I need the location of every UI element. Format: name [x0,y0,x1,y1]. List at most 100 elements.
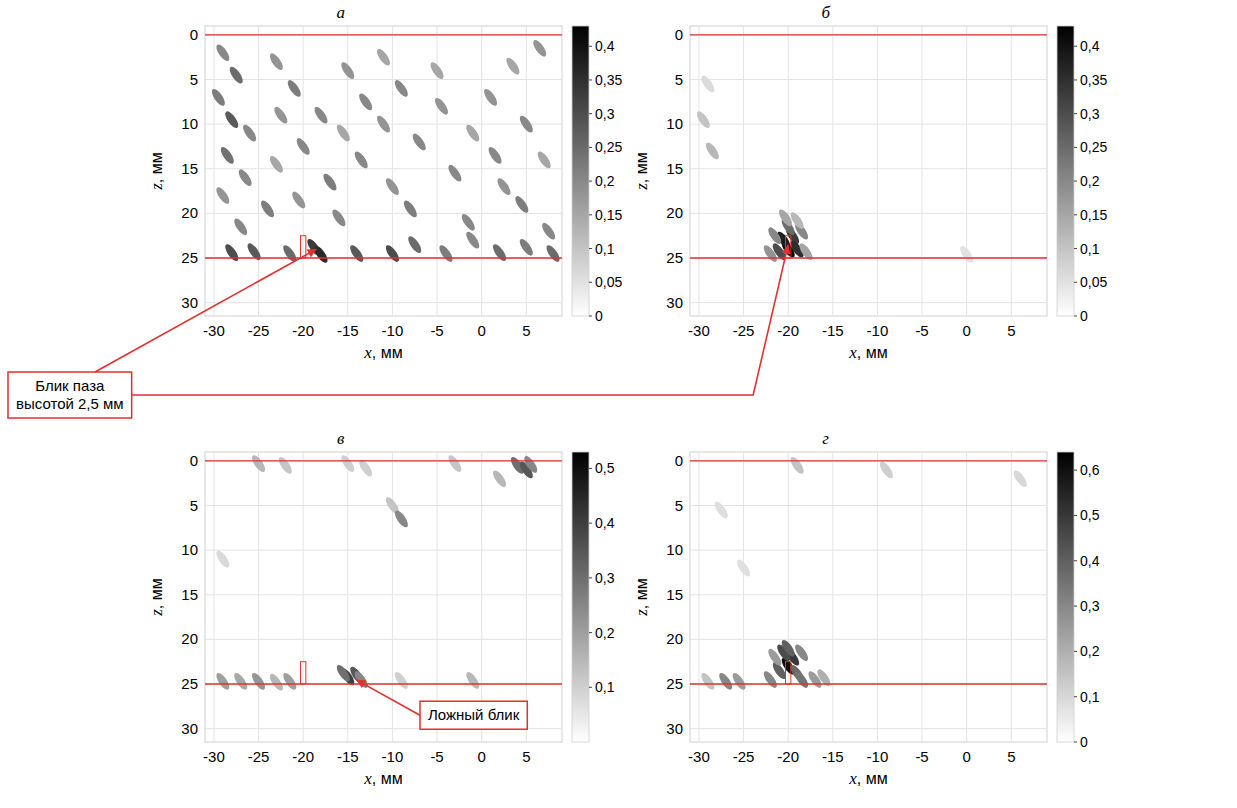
heat-cell [290,190,308,211]
colorbar-tick [589,468,592,469]
y-tick-label: 20 [181,630,198,647]
heat-cell [334,123,352,144]
colorbar-tick [1074,214,1077,215]
colorbar-tick-label: 0,4 [595,38,615,54]
axis-title: x, мм [363,769,402,788]
y-tick-label: 10 [666,541,683,558]
x-tick-label: -5 [915,748,928,765]
heat-cell [446,453,464,474]
colorbar-tick-label: 0,1 [595,679,615,695]
y-tick-label: 5 [675,71,683,88]
grid-line [205,258,562,259]
x-tick-label: -20 [292,748,314,765]
grid-line [437,452,438,742]
x-tick-label: -10 [382,322,404,339]
grid-line [832,452,833,742]
heat-cell [464,230,482,251]
heat-cell [392,670,410,691]
boundary-line [205,257,562,258]
heat-cell [214,42,232,63]
axis-title-unit: , мм [633,152,650,183]
panel-letter: а [336,3,345,22]
heat-cell [236,167,254,188]
colorbar-tick-label: 0,5 [1080,507,1100,523]
colorbar-tick [1074,515,1077,516]
panel-letter: г [822,429,829,448]
grid-line [690,639,1047,640]
y-tick-label: 15 [666,160,683,177]
notch [785,662,790,684]
grid-line [690,460,1047,461]
x-tick-label: -15 [822,748,844,765]
colorbar-tick-label: 0,3 [1080,106,1100,122]
x-tick-label: 0 [478,322,486,339]
heat-cell [214,549,232,570]
panel: -30-25-20-15-10-505051015202530x, ммz, м… [147,429,615,788]
y-tick-label: 5 [190,71,198,88]
x-tick-label: -15 [822,322,844,339]
colorbar-tick-label: 0,3 [595,570,615,586]
x-tick-label: 0 [963,748,971,765]
grid-line [303,452,304,742]
grid-line [690,302,1047,303]
colorbar-tick-label: 0,6 [1080,462,1100,478]
axis-title-unit: , мм [372,344,403,361]
colorbar-tick [1074,316,1077,317]
colorbar-tick [589,79,592,80]
grid-line [922,452,923,742]
colorbar-tick-label: 0,35 [1080,72,1107,88]
grid-line [743,452,744,742]
grid-line [690,258,1047,259]
heat-cell [250,453,268,474]
grid-line [205,505,562,506]
heat-cell [218,145,236,166]
colorbar-tick [589,147,592,148]
x-tick-label: -20 [292,322,314,339]
panel: -30-25-20-15-10-505051015202530x, ммz, м… [632,3,1107,362]
x-tick-label: 5 [1007,322,1015,339]
panel-letter: в [337,429,345,448]
heat-cell [294,136,312,157]
y-tick-label: 20 [666,630,683,647]
annotation-arrow [95,249,317,372]
grid-line [966,26,967,316]
heat-cell [223,109,241,130]
grid-line [1011,26,1012,316]
heat-cell [406,234,424,255]
heat-cell [504,56,522,77]
grid-line [213,26,214,316]
y-tick-label: 30 [181,720,198,737]
panel-letter: б [821,3,830,22]
grid-line [205,639,562,640]
panel: -30-25-20-15-10-505051015202530x, ммz, м… [147,3,622,362]
heat-cell [245,241,263,262]
heat-cell [259,199,277,220]
heat-cell [227,65,245,86]
colorbar-tick [1074,79,1077,80]
x-tick-label: -10 [867,322,889,339]
grid-line [347,452,348,742]
axis-title: z, мм [147,152,166,191]
annotation-box [420,701,527,729]
heat-cell [464,123,482,144]
heat-cell [232,671,250,692]
heat-cell [433,96,451,117]
annotation-line: высотой 2,5 мм [16,395,124,412]
colorbar-tick-label: 0,25 [595,139,622,155]
colorbar-tick [589,181,592,182]
colorbar-tick-label: 0,2 [595,625,615,641]
annotation-arrow [132,245,789,395]
grid-line [481,452,482,742]
grid-line [698,452,699,742]
annotations: Блик пазавысотой 2,5 ммЛожный блик [8,245,788,730]
heat-cell [437,243,455,264]
x-tick-label: -25 [248,748,270,765]
annotation-line: Ложный блик [428,706,520,723]
heat-cell [384,243,402,264]
x-tick-label: -30 [688,748,710,765]
heat-cell [446,163,464,184]
grid-line [526,452,527,742]
x-tick-label: 5 [522,322,530,339]
grid-line [690,505,1047,506]
grid-line [966,452,967,742]
